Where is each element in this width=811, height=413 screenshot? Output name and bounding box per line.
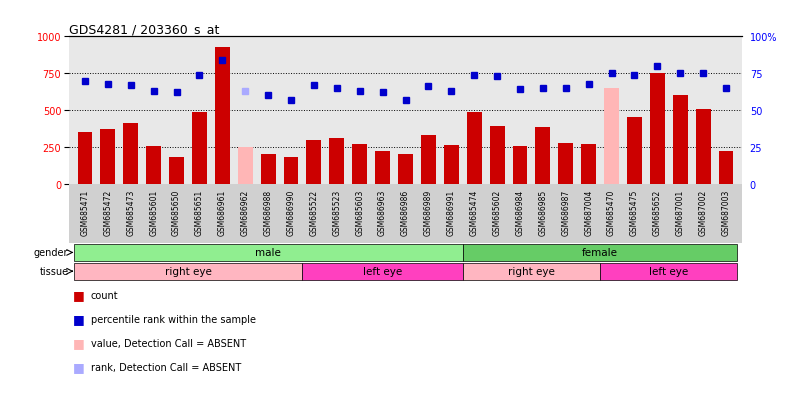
Text: percentile rank within the sample: percentile rank within the sample — [91, 314, 255, 324]
Text: GSM686990: GSM686990 — [286, 189, 295, 235]
Bar — [463, 263, 600, 280]
Text: GSM686963: GSM686963 — [378, 189, 387, 235]
Bar — [78, 133, 92, 185]
Text: right eye: right eye — [508, 266, 555, 276]
Text: tissue: tissue — [40, 266, 68, 276]
Text: GSM686961: GSM686961 — [218, 189, 227, 235]
Text: male: male — [255, 248, 281, 258]
Bar — [123, 124, 138, 185]
Bar — [238, 148, 253, 185]
Bar — [284, 157, 298, 185]
Bar — [604, 89, 619, 185]
Text: GSM686987: GSM686987 — [561, 189, 570, 235]
Bar — [627, 117, 642, 185]
Bar — [260, 155, 276, 185]
Text: ■: ■ — [73, 289, 84, 302]
Bar — [398, 155, 413, 185]
Text: GSM687001: GSM687001 — [676, 189, 684, 235]
Text: gender: gender — [34, 248, 68, 258]
Text: GSM685474: GSM685474 — [470, 189, 478, 235]
Bar — [600, 263, 737, 280]
Text: GSM685475: GSM685475 — [630, 189, 639, 235]
Text: count: count — [91, 290, 118, 300]
Text: left eye: left eye — [363, 266, 402, 276]
Text: ■: ■ — [73, 337, 84, 350]
Text: GSM685473: GSM685473 — [127, 189, 135, 235]
Text: GDS4281 / 203360_s_at: GDS4281 / 203360_s_at — [69, 23, 219, 36]
Bar — [215, 47, 230, 185]
Text: GSM685603: GSM685603 — [355, 189, 364, 235]
Text: GSM685523: GSM685523 — [333, 189, 341, 235]
Bar — [696, 109, 710, 185]
Text: GSM685651: GSM685651 — [195, 189, 204, 235]
Text: right eye: right eye — [165, 266, 212, 276]
Text: GSM687003: GSM687003 — [722, 189, 731, 235]
Bar — [192, 112, 207, 185]
Bar — [169, 157, 184, 185]
Text: GSM685652: GSM685652 — [653, 189, 662, 235]
Bar — [467, 112, 482, 185]
Bar — [74, 244, 463, 261]
Text: GSM685601: GSM685601 — [149, 189, 158, 235]
Bar — [329, 139, 344, 185]
Bar — [421, 136, 436, 185]
Text: GSM687004: GSM687004 — [584, 189, 593, 235]
Bar — [375, 152, 390, 185]
Text: rank, Detection Call = ABSENT: rank, Detection Call = ABSENT — [91, 362, 241, 372]
Bar — [719, 152, 733, 185]
Bar — [146, 146, 161, 185]
Text: GSM686962: GSM686962 — [241, 189, 250, 235]
Bar — [101, 129, 115, 185]
Bar — [463, 244, 737, 261]
Text: ■: ■ — [73, 361, 84, 374]
Bar — [444, 145, 459, 185]
Bar — [673, 96, 688, 185]
Text: GSM685471: GSM685471 — [80, 189, 89, 235]
Bar — [581, 145, 596, 185]
Text: left eye: left eye — [649, 266, 689, 276]
Text: ■: ■ — [73, 313, 84, 326]
Text: female: female — [582, 248, 618, 258]
Text: GSM686991: GSM686991 — [447, 189, 456, 235]
Text: GSM687002: GSM687002 — [698, 189, 708, 235]
Text: GSM686989: GSM686989 — [424, 189, 433, 235]
Bar — [490, 127, 504, 185]
Text: GSM686984: GSM686984 — [516, 189, 525, 235]
Bar — [352, 145, 367, 185]
Bar — [650, 74, 665, 185]
Text: GSM685472: GSM685472 — [103, 189, 113, 235]
Bar — [307, 140, 321, 185]
Text: GSM686985: GSM686985 — [539, 189, 547, 235]
Text: GSM685650: GSM685650 — [172, 189, 181, 235]
Text: GSM686988: GSM686988 — [264, 189, 272, 235]
Bar — [74, 263, 303, 280]
Text: GSM685602: GSM685602 — [492, 189, 501, 235]
Text: value, Detection Call = ABSENT: value, Detection Call = ABSENT — [91, 338, 246, 348]
Text: GSM685470: GSM685470 — [607, 189, 616, 235]
Text: GSM685522: GSM685522 — [310, 189, 319, 235]
Bar — [535, 128, 551, 185]
Bar — [513, 146, 527, 185]
Bar — [303, 263, 463, 280]
Bar — [558, 143, 573, 185]
Text: GSM686986: GSM686986 — [401, 189, 410, 235]
